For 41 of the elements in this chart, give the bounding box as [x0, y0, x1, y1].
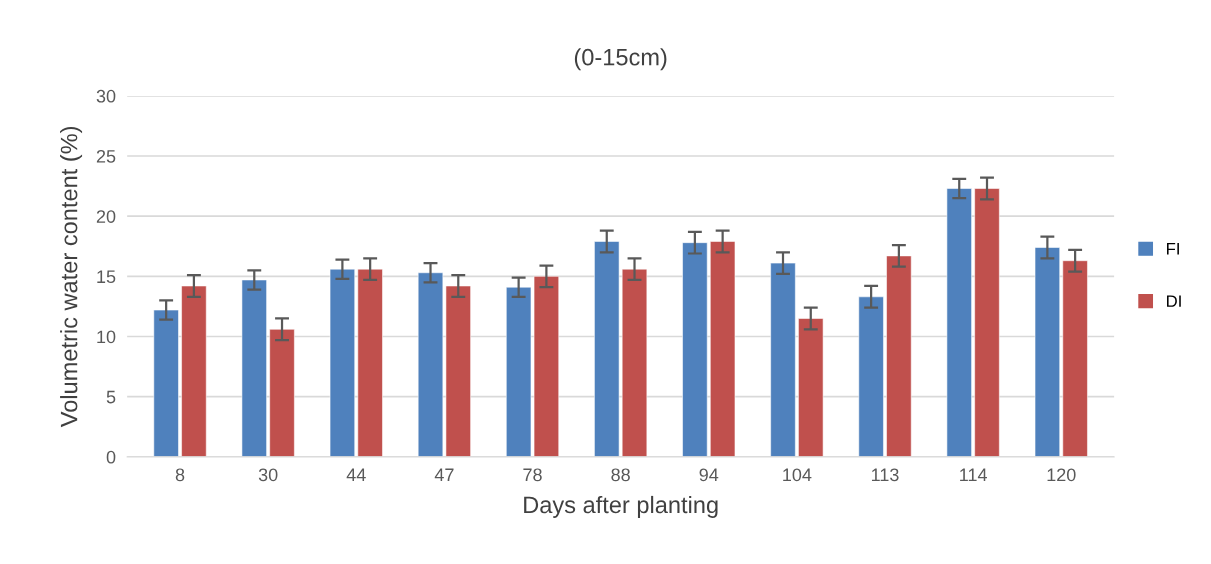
bar	[798, 318, 824, 457]
x-tick-label: 120	[1047, 468, 1076, 482]
x-tick-label: 114	[960, 468, 987, 482]
x-tick-label: 78	[523, 468, 542, 482]
bar	[1034, 247, 1060, 457]
bar	[153, 309, 179, 457]
bar	[594, 241, 620, 457]
bar	[946, 188, 972, 457]
bar	[241, 279, 267, 457]
bar	[858, 296, 884, 457]
x-tick-label: 30	[258, 468, 278, 482]
x-axis-title: Days after planting	[524, 495, 718, 518]
y-tick-label: 20	[96, 210, 116, 223]
bar	[621, 268, 648, 457]
y-tick-label: 10	[97, 330, 116, 344]
x-tick-label: 47	[434, 468, 454, 482]
bar	[710, 241, 736, 457]
x-tick-label: 44	[346, 468, 366, 482]
y-tick-label: 30	[96, 89, 116, 103]
bar	[974, 188, 1000, 457]
y-axis-title: Volumetric water content (%)	[60, 126, 83, 428]
x-tick-label: 94	[699, 468, 719, 482]
y-tick-label: 25	[96, 149, 116, 163]
chart-title: (0-15cm)	[574, 48, 667, 71]
bar	[682, 242, 708, 457]
y-tick-label: 15	[97, 270, 116, 284]
x-tick-label: 104	[783, 468, 812, 482]
bar	[329, 268, 356, 457]
bar	[1062, 260, 1088, 457]
y-tick-label: 0	[106, 450, 116, 464]
y-tick-label: 5	[106, 390, 116, 404]
x-tick-label: 88	[611, 468, 630, 482]
bar	[886, 255, 912, 457]
bar	[269, 329, 295, 457]
bar	[357, 268, 383, 457]
legend-label: FI	[1167, 243, 1179, 255]
x-tick-label: 8	[175, 468, 185, 482]
bar	[181, 285, 207, 457]
x-tick-label: 113	[871, 468, 899, 482]
legend-label: DI	[1167, 295, 1181, 307]
bar	[770, 262, 796, 457]
